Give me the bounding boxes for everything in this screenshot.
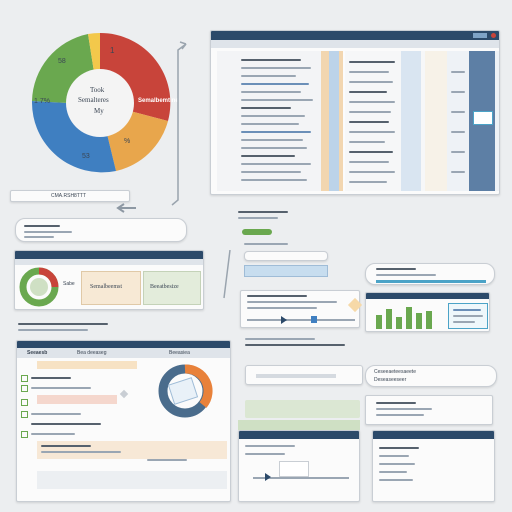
donut-center-line-1: Took bbox=[90, 86, 105, 94]
mini-donut-chart bbox=[19, 267, 59, 307]
mini-chart-bar-6 bbox=[426, 311, 432, 329]
dashboard-title-bar bbox=[15, 251, 203, 259]
player-green-strip bbox=[239, 430, 359, 431]
progress-track bbox=[256, 374, 336, 378]
app-window-dashboard: Sabe Semalbeemst Beeatbesize bbox=[14, 250, 204, 310]
list-title-bar bbox=[17, 341, 230, 348]
close-icon[interactable] bbox=[119, 389, 129, 399]
slider-panel bbox=[365, 263, 495, 285]
checkbox-icon[interactable] bbox=[21, 411, 28, 418]
donut-label-53: 53 bbox=[82, 153, 90, 160]
mini-chart-window bbox=[365, 292, 490, 332]
mini-chart-bar-4 bbox=[406, 307, 412, 329]
player-top-bar bbox=[238, 420, 360, 430]
list-footer bbox=[37, 471, 227, 489]
caption-right: Ceseeaeteesaeete bbox=[374, 369, 416, 375]
donut-chart-widget: 1 58 1 7% 53 % Took Semalteres My Semalb… bbox=[20, 28, 180, 178]
donut-label-1: 1 bbox=[110, 46, 115, 55]
connector-line-icon bbox=[223, 250, 231, 299]
app-window-player bbox=[238, 430, 360, 502]
right-list-title-bar bbox=[373, 431, 494, 439]
semalbeemst-button[interactable]: Semalbeemst bbox=[81, 271, 141, 305]
player-title-bar bbox=[239, 431, 359, 439]
selected-cell[interactable] bbox=[473, 111, 493, 125]
dashboard-tab-strip bbox=[15, 259, 203, 265]
checkbox-icon[interactable] bbox=[21, 431, 28, 438]
play-icon[interactable] bbox=[281, 316, 287, 324]
info-panel bbox=[365, 395, 493, 425]
mini-chart-bar-1 bbox=[376, 315, 382, 329]
tooltip-box bbox=[448, 303, 488, 329]
list-window-right bbox=[372, 430, 495, 502]
donut-center-line-2: Semalteres bbox=[78, 96, 109, 104]
donut-center-line-3: My bbox=[94, 107, 104, 115]
mini-chart-title-bar bbox=[366, 293, 489, 299]
checkbox-icon[interactable] bbox=[21, 375, 28, 382]
donut-label-17: 1 7% bbox=[34, 98, 50, 105]
back-arrow-icon[interactable] bbox=[116, 203, 138, 213]
donut-segment-blue bbox=[31, 101, 116, 173]
window-toolbar bbox=[211, 40, 499, 48]
form-panel bbox=[230, 205, 328, 295]
semalbeemst-label: Semalbeemst bbox=[90, 284, 122, 290]
play-icon[interactable] bbox=[265, 473, 271, 481]
green-toggle[interactable] bbox=[242, 229, 272, 235]
table-column-1 bbox=[217, 51, 327, 191]
window-title-bar bbox=[211, 31, 499, 40]
player-track[interactable] bbox=[253, 477, 349, 479]
mini-chart-bar-5 bbox=[416, 313, 422, 329]
notification-panel bbox=[15, 218, 187, 242]
beeatbesize-button[interactable]: Beeatbesize bbox=[143, 271, 201, 305]
donut-chart bbox=[31, 32, 171, 173]
list-header-row: Seeaesb Bea deeaseg Beeasiea bbox=[17, 348, 230, 358]
donut-segment-red bbox=[100, 32, 171, 122]
mini-chart-bar-3 bbox=[396, 317, 402, 329]
list-header-right: Beeasiea bbox=[169, 350, 190, 356]
donut-segment-yellow bbox=[88, 32, 100, 72]
progress-field[interactable] bbox=[245, 365, 363, 385]
list-header-left: Seeaesb bbox=[27, 350, 48, 356]
timeline-panel bbox=[240, 290, 360, 328]
list-highlight-row[interactable] bbox=[37, 361, 137, 369]
caption-panel: Ceseeaeteesaeete Deseaseeseer bbox=[365, 365, 497, 387]
timeline-track[interactable] bbox=[247, 319, 355, 321]
mini-donut-label: Sabe bbox=[63, 281, 75, 287]
checkbox-icon[interactable] bbox=[21, 385, 28, 392]
table-column-3 bbox=[401, 51, 421, 191]
timeline-marker-icon[interactable] bbox=[311, 316, 317, 323]
list-selected-row-2[interactable] bbox=[37, 441, 227, 459]
app-window-table bbox=[210, 30, 500, 195]
checkbox-icon[interactable] bbox=[21, 399, 28, 406]
beeatbesize-label: Beeatbesize bbox=[150, 284, 179, 290]
mini-chart-bar-2 bbox=[386, 309, 392, 329]
app-window-list: Seeaesb Bea deeaseg Beeasiea bbox=[16, 340, 231, 502]
player-preview-card[interactable] bbox=[279, 461, 309, 477]
table-column-blue bbox=[329, 51, 339, 191]
center-green-banner bbox=[245, 400, 360, 418]
close-icon[interactable] bbox=[491, 33, 496, 38]
donut-segment-green bbox=[32, 34, 94, 103]
slider-track[interactable] bbox=[376, 280, 486, 283]
form-input-1[interactable] bbox=[244, 251, 328, 261]
list-selected-row[interactable] bbox=[37, 395, 117, 404]
donut-label-58: 58 bbox=[58, 58, 66, 65]
tab-icon[interactable] bbox=[473, 33, 487, 38]
caption-right-b: Deseaseeseer bbox=[374, 377, 407, 383]
curved-arrow-icon bbox=[171, 41, 187, 206]
list-donut-chart bbox=[158, 364, 213, 418]
list-header-mid: Bea deeaseg bbox=[77, 350, 107, 356]
donut-callout-label: Semalbemtine bbox=[138, 98, 179, 104]
donut-label-percent: % bbox=[124, 138, 131, 145]
chart-action-button[interactable]: CMA.RSH8TTT bbox=[10, 190, 130, 202]
chart-action-button-label: CMA.RSH8TTT bbox=[51, 193, 86, 199]
form-input-2[interactable] bbox=[244, 265, 328, 277]
